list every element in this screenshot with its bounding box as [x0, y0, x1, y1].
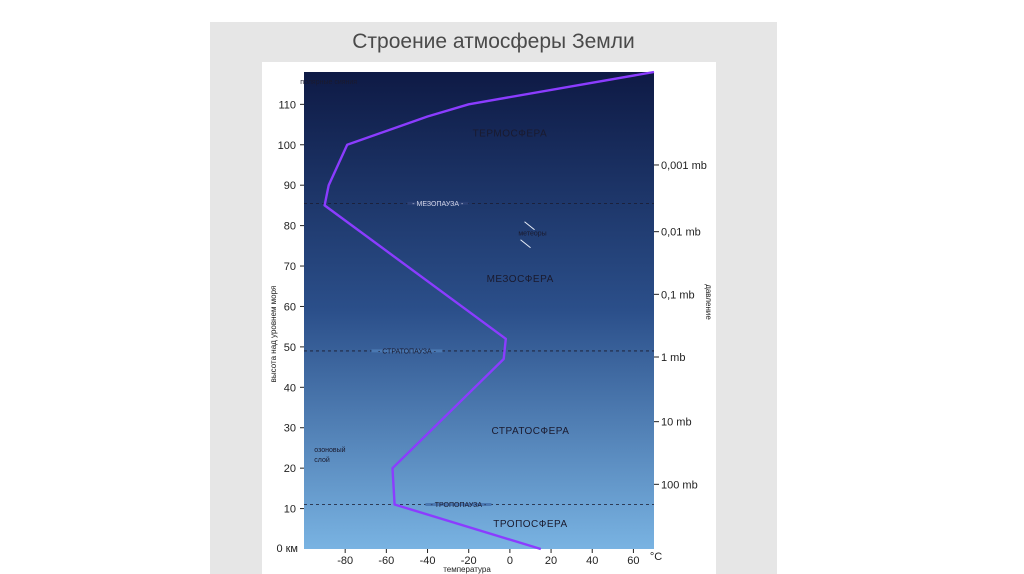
- y-tick-label: 40: [284, 382, 296, 394]
- layer-label: ТЕРМОСФЕРА: [473, 129, 548, 140]
- pressure-tick-label: 100 mb: [661, 479, 698, 491]
- slide-title: Строение атмосферы Земли: [352, 30, 635, 53]
- x-tick-label: -60: [378, 555, 394, 567]
- pressure-tick-label: 0,1 mb: [661, 289, 695, 301]
- layer-label: МЕЗОСФЕРА: [487, 274, 554, 285]
- x-tick-label: 60: [627, 555, 639, 567]
- plot-area: [304, 72, 654, 549]
- x-tick-label: -20: [461, 555, 477, 567]
- atmosphere-chart: - МЕЗОПАУЗА - - СТРАТОПАУЗА - - ТРОПОПАУЗА…: [269, 70, 713, 574]
- x-unit-label: °С: [650, 551, 662, 563]
- x-tick-label: 40: [586, 555, 598, 567]
- layer-label: ТРОПОСФЕРА: [493, 519, 567, 530]
- x-tick-label: 0: [507, 555, 513, 567]
- annotation-label: слой: [314, 456, 330, 464]
- pressure-tick-label: 0,01 mb: [661, 227, 701, 239]
- pressure-tick-label: 10 mb: [661, 417, 692, 429]
- boundary-label: - МЕЗОПАУЗА -: [412, 201, 464, 208]
- pressure-tick-label: 1 mb: [661, 352, 685, 364]
- y-tick-label: 110: [278, 99, 296, 111]
- annotation-label: метеоры: [518, 231, 546, 238]
- y-tick-label: 60: [284, 301, 296, 313]
- y-tick-label: 90: [284, 180, 296, 192]
- right-axis-title: давление: [704, 284, 713, 320]
- annotation-label: полярные сияния: [300, 79, 357, 86]
- x-axis-title: температура: [443, 565, 491, 574]
- y-tick-label: 10: [284, 504, 296, 516]
- meteor-streak: [524, 221, 535, 231]
- x-tick-label: -40: [420, 555, 436, 567]
- x-tick-label: -80: [337, 555, 353, 567]
- y-tick-label: 50: [284, 342, 296, 354]
- boundary-label: - СТРАТОПАУЗА -: [378, 348, 437, 355]
- x-tick-label: 20: [545, 555, 557, 567]
- y-tick-label: 100: [278, 140, 296, 152]
- layer-label: СТРАТОСФЕРА: [491, 426, 569, 437]
- boundary-label: - ТРОПОПАУЗА -: [430, 502, 487, 509]
- temperature-curve: [323, 70, 655, 551]
- y-tick-label: 80: [284, 221, 296, 233]
- y-axis-title: высота над уровнем моря: [269, 286, 278, 383]
- pressure-tick-label: 0,001 mb: [661, 160, 707, 172]
- y-tick-label: 30: [284, 423, 296, 435]
- atmosphere-diagram: - МЕЗОПАУЗА - - СТРАТОПАУЗА - - ТРОПОПАУЗА…: [262, 62, 716, 574]
- annotation-label: озоновый: [314, 446, 345, 454]
- y-tick-label: 20: [284, 463, 296, 475]
- y-tick-label: 70: [284, 261, 296, 273]
- meteor-streak: [520, 239, 531, 249]
- y-unit-label: 0 км: [276, 543, 298, 555]
